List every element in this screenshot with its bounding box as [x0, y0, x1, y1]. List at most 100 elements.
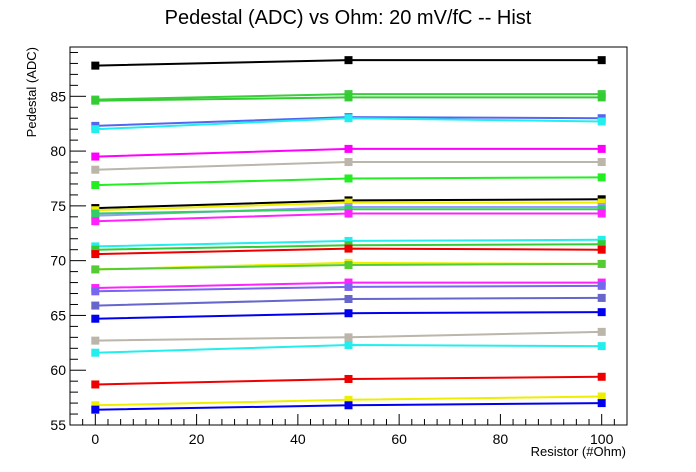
data-point	[344, 56, 353, 65]
data-point	[597, 93, 606, 102]
data-point	[344, 374, 353, 383]
series	[91, 341, 606, 357]
data-point	[344, 114, 353, 123]
x-axis-label: Resistor (#Ohm)	[531, 444, 626, 459]
data-point	[91, 165, 100, 174]
data-point	[344, 333, 353, 342]
y-tick-label: 80	[50, 143, 66, 159]
data-point	[91, 125, 100, 134]
plot-frame	[69, 46, 628, 426]
data-point	[344, 309, 353, 318]
data-point	[597, 240, 606, 249]
data-point	[91, 250, 100, 259]
y-tick-label: 85	[50, 88, 66, 104]
data-point	[344, 174, 353, 183]
x-tick-label: 20	[189, 431, 205, 447]
data-point	[597, 245, 606, 254]
data-point	[344, 205, 353, 214]
data-point	[597, 205, 606, 214]
data-point	[344, 244, 353, 253]
data-point	[597, 56, 606, 65]
y-tick-label: 60	[50, 362, 66, 378]
x-axis: 0 20 40 60 80 100	[69, 414, 628, 447]
y-tick-label: 65	[50, 307, 66, 323]
data-point	[597, 235, 606, 244]
data-point	[344, 236, 353, 245]
data-point	[91, 61, 100, 70]
data-point	[344, 341, 353, 350]
series	[91, 259, 606, 274]
y-tick-label: 75	[50, 198, 66, 214]
series	[91, 56, 606, 70]
series	[91, 144, 606, 161]
data-point	[91, 217, 100, 226]
x-tick-label: 60	[391, 431, 407, 447]
data-point	[344, 144, 353, 153]
series-layer	[91, 56, 606, 414]
data-point	[91, 209, 100, 218]
series	[91, 293, 606, 310]
y-tick-label: 70	[50, 253, 66, 269]
data-point	[91, 301, 100, 310]
x-tick-label: 100	[590, 431, 614, 447]
data-point	[597, 293, 606, 302]
data-point	[344, 209, 353, 218]
data-point	[597, 173, 606, 182]
data-point	[597, 281, 606, 290]
data-point	[344, 198, 353, 207]
data-point	[344, 401, 353, 410]
series	[91, 392, 606, 410]
y-tick-label: 55	[50, 417, 66, 433]
data-point	[597, 392, 606, 401]
data-point	[91, 265, 100, 274]
data-point	[91, 152, 100, 161]
x-tick-label: 40	[290, 431, 306, 447]
data-point	[597, 308, 606, 317]
series	[91, 173, 606, 190]
data-point	[597, 342, 606, 351]
series	[91, 93, 606, 105]
data-point	[91, 401, 100, 410]
series	[91, 244, 606, 259]
data-point	[91, 181, 100, 190]
series	[91, 158, 606, 174]
data-point	[91, 96, 100, 105]
data-point	[344, 261, 353, 270]
data-point	[597, 209, 606, 218]
x-tick-label: 80	[493, 431, 509, 447]
series	[91, 399, 606, 414]
series	[91, 114, 606, 134]
data-point	[91, 245, 100, 254]
data-point	[597, 372, 606, 381]
y-axis-label: Pedestal (ADC)	[24, 47, 39, 137]
series	[91, 327, 606, 345]
y-axis: 55 60 65 70 75 80 85	[50, 51, 86, 433]
data-point	[91, 287, 100, 296]
data-point	[597, 399, 606, 408]
series	[91, 205, 606, 218]
series	[91, 281, 606, 296]
series	[91, 308, 606, 323]
data-point	[344, 158, 353, 167]
data-point	[344, 395, 353, 404]
data-point	[344, 282, 353, 291]
x-tick-label: 0	[91, 431, 99, 447]
data-point	[597, 259, 606, 268]
data-point	[597, 117, 606, 126]
data-point	[597, 158, 606, 167]
chart-title: Pedestal (ADC) vs Ohm: 20 mV/fC -- Hist	[165, 7, 532, 29]
data-point	[344, 295, 353, 303]
data-point	[91, 380, 100, 389]
data-point	[597, 327, 606, 336]
data-point	[91, 405, 100, 414]
data-point	[344, 93, 353, 102]
series	[91, 209, 606, 226]
data-point	[597, 144, 606, 153]
data-point	[91, 348, 100, 357]
data-point	[91, 314, 100, 323]
data-point	[597, 198, 606, 207]
data-point	[344, 278, 353, 287]
data-point	[91, 336, 100, 345]
series	[91, 372, 606, 389]
